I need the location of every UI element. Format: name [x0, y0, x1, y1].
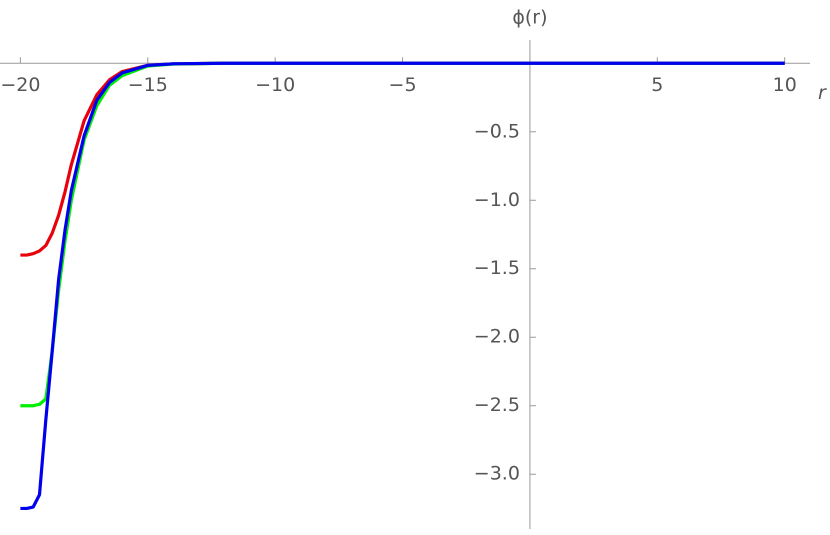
y-tick-label: −1.5 — [474, 257, 520, 279]
y-tick-label: −0.5 — [474, 120, 520, 142]
x-tick-label: 10 — [773, 74, 797, 96]
x-axis-label: r — [818, 82, 827, 104]
y-tick-label: −2.5 — [474, 394, 520, 416]
x-tick-label: −10 — [255, 74, 295, 96]
x-tick-label: −20 — [0, 74, 40, 96]
y-tick-label: −1.0 — [474, 189, 520, 211]
x-tick-label: 5 — [651, 74, 663, 96]
line-blue — [20, 61, 785, 511]
y-tick-label: −2.0 — [474, 326, 520, 348]
y-tick-label: −3.0 — [474, 463, 520, 485]
line-green — [20, 61, 785, 408]
y-axis-label: ϕ(r) — [512, 7, 547, 29]
x-tick-label: −15 — [128, 74, 168, 96]
x-tick-label: −5 — [389, 74, 417, 96]
